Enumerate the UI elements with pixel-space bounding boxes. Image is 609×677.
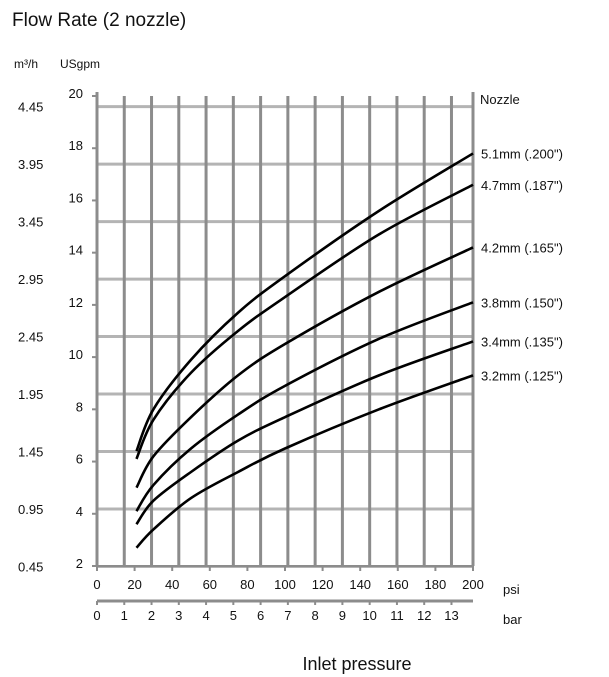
bar-tick-label: 12 xyxy=(417,608,431,623)
usgpm-tick-label: 18 xyxy=(69,138,83,153)
bar-tick-label: 13 xyxy=(444,608,458,623)
x-axis-title: Inlet pressure xyxy=(302,654,411,674)
bar-tick-label: 6 xyxy=(257,608,264,623)
series-label-4: 3.4mm (.135") xyxy=(481,334,563,349)
usgpm-tick-label: 6 xyxy=(76,452,83,467)
bar-unit-label: bar xyxy=(503,612,522,627)
series-line-0 xyxy=(135,152,474,452)
series-label-5: 3.2mm (.125") xyxy=(481,368,563,383)
psi-tick-label: 100 xyxy=(274,577,296,592)
psi-tick-label: 20 xyxy=(127,577,141,592)
bar-tick-label: 10 xyxy=(362,608,376,623)
bar-tick-label: 1 xyxy=(121,608,128,623)
m3h-tick-label: 0.95 xyxy=(18,502,43,517)
usgpm-tick-label: 10 xyxy=(69,347,83,362)
bar-tick-label: 4 xyxy=(202,608,209,623)
bar-tick-label: 2 xyxy=(148,608,155,623)
usgpm-tick-label: 2 xyxy=(76,556,83,571)
m3h-tick-label: 3.45 xyxy=(18,215,43,230)
m3h-tick-label: 1.95 xyxy=(18,387,43,402)
series-line-4 xyxy=(135,340,474,525)
series-label-1: 4.7mm (.187") xyxy=(481,178,563,193)
m3h-tick-label: 3.95 xyxy=(18,157,43,172)
psi-tick-label: 40 xyxy=(165,577,179,592)
usgpm-tick-label: 20 xyxy=(69,86,83,101)
series-line-2 xyxy=(135,246,474,489)
psi-tick-label: 200 xyxy=(462,577,484,592)
m3h-tick-label: 2.45 xyxy=(18,330,43,345)
usgpm-tick-label: 4 xyxy=(76,504,83,519)
m3h-axis-label: m³/h xyxy=(14,57,38,71)
psi-tick-label: 120 xyxy=(312,577,334,592)
usgpm-tick-label: 14 xyxy=(69,243,83,258)
m3h-tick-label: 0.45 xyxy=(18,559,43,574)
bar-tick-label: 7 xyxy=(284,608,291,623)
series-line-1 xyxy=(135,183,474,460)
psi-tick-label: 80 xyxy=(240,577,254,592)
psi-tick-label: 160 xyxy=(387,577,409,592)
psi-tick-label: 180 xyxy=(425,577,447,592)
bar-tick-label: 8 xyxy=(312,608,319,623)
m3h-tick-label: 2.95 xyxy=(18,272,43,287)
m3h-tick-label: 4.45 xyxy=(18,100,43,115)
m3h-tick-label: 1.45 xyxy=(18,445,43,460)
usgpm-tick-label: 16 xyxy=(69,190,83,205)
series-label-3: 3.8mm (.150") xyxy=(481,295,563,310)
usgpm-tick-label: 8 xyxy=(76,399,83,414)
bar-tick-label: 5 xyxy=(230,608,237,623)
psi-tick-label: 0 xyxy=(93,577,100,592)
series-label-0: 5.1mm (.200") xyxy=(481,146,563,161)
usgpm-axis-label: USgpm xyxy=(60,57,100,71)
psi-tick-label: 140 xyxy=(349,577,371,592)
series-line-5 xyxy=(135,374,474,549)
series-line-3 xyxy=(135,301,474,512)
psi-tick-label: 60 xyxy=(203,577,217,592)
psi-unit-label: psi xyxy=(503,582,520,597)
chart-title: Flow Rate (2 nozzle) xyxy=(12,10,186,31)
usgpm-tick-label: 12 xyxy=(69,295,83,310)
bar-tick-label: 9 xyxy=(339,608,346,623)
bar-tick-label: 0 xyxy=(93,608,100,623)
bar-tick-label: 3 xyxy=(175,608,182,623)
bar-tick-label: 11 xyxy=(390,608,404,623)
series-label-2: 4.2mm (.165") xyxy=(481,240,563,255)
legend-title: Nozzle xyxy=(480,92,520,107)
